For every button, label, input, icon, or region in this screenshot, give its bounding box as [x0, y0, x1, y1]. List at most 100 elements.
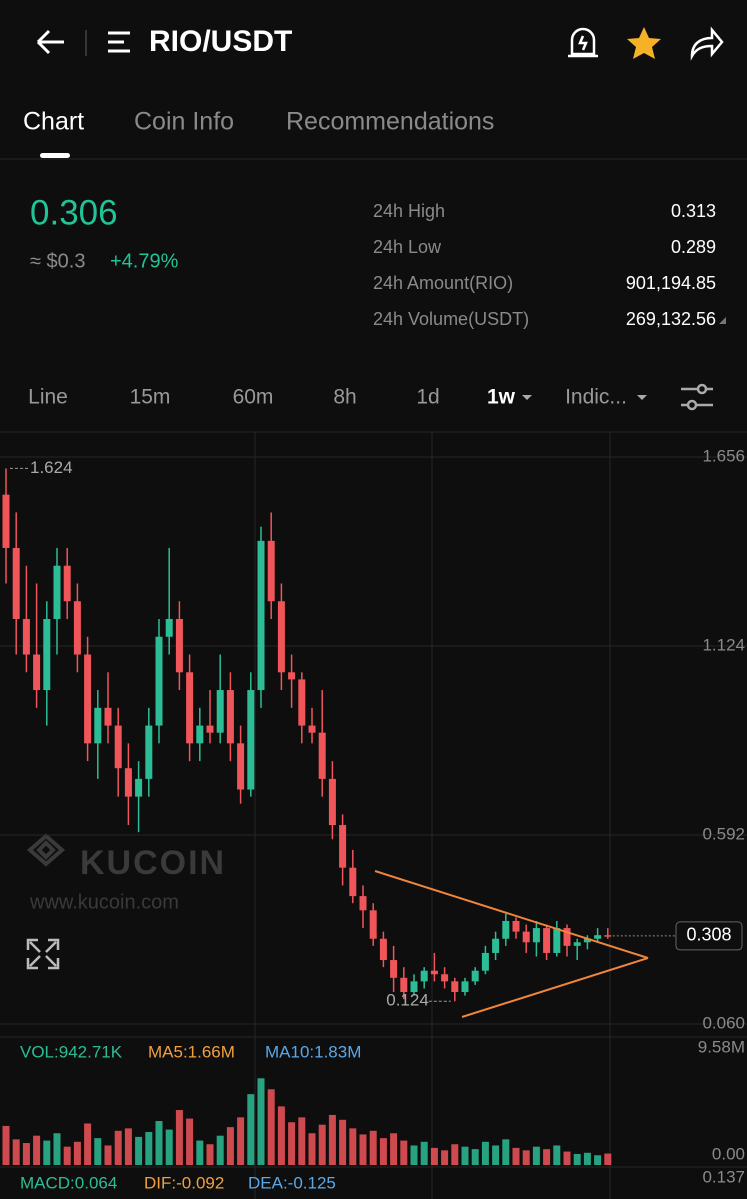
candle-body	[155, 636, 163, 726]
volume-bar	[206, 1144, 214, 1165]
interval[interactable]: 8h	[333, 386, 356, 409]
volume-bar	[145, 1132, 153, 1165]
volume-bar	[318, 1124, 326, 1165]
volume-bar	[277, 1106, 285, 1165]
stat-value: 0.289	[671, 237, 716, 257]
menu-button[interactable]	[108, 31, 130, 53]
fullscreen-button[interactable]	[26, 938, 60, 970]
candle-body	[298, 679, 306, 726]
volume-bar	[604, 1153, 612, 1165]
volume-bar	[43, 1140, 51, 1165]
price-change: +4.79%	[110, 250, 179, 272]
candle-body	[43, 619, 51, 691]
volume-bar	[400, 1140, 408, 1165]
candle-body	[237, 743, 245, 790]
share-button[interactable]	[690, 26, 724, 61]
volume-bar	[492, 1145, 500, 1165]
candle-body	[135, 778, 143, 797]
volume-tick-label: 0.00	[712, 1144, 745, 1163]
candle-body	[267, 540, 275, 602]
candle-body	[349, 867, 357, 897]
candle-body	[94, 707, 102, 744]
volume-bar	[339, 1119, 347, 1165]
stat-value: 269,132.56	[626, 309, 716, 329]
candle-body	[114, 725, 122, 769]
candle-body	[532, 928, 540, 943]
candle-body	[73, 601, 81, 655]
candle-body	[481, 952, 489, 971]
macd-label: DIF:-0.092	[144, 1173, 224, 1192]
tab-indicator	[40, 153, 70, 158]
volume-bar	[543, 1149, 551, 1165]
candle-body	[369, 910, 377, 939]
volume-bar	[594, 1155, 602, 1165]
tab[interactable]: Chart	[23, 108, 84, 136]
candle-body	[400, 977, 408, 993]
candle-body	[53, 565, 61, 619]
volume-bar	[226, 1127, 234, 1165]
volume-bar	[237, 1117, 245, 1165]
volume-bar	[84, 1123, 92, 1165]
interval[interactable]: Line	[28, 386, 68, 409]
candle-body	[165, 619, 173, 637]
candle-body	[471, 970, 479, 982]
candle-body	[318, 732, 326, 779]
candle-body	[277, 601, 285, 673]
volume-bar	[104, 1145, 112, 1165]
y-tick-label: 0.060	[702, 1013, 745, 1032]
vertical-grid	[0, 432, 747, 1199]
volume-bar	[257, 1078, 265, 1165]
interval[interactable]: 15m	[130, 386, 171, 409]
candle-body	[196, 725, 204, 744]
interval[interactable]: Indic...	[565, 386, 627, 409]
stat-label: 24h Volume(USDT)	[373, 309, 529, 329]
volume-bar	[563, 1151, 571, 1165]
back-button[interactable]	[36, 29, 64, 55]
settings-knob	[686, 399, 698, 411]
volume-bar	[22, 1143, 30, 1165]
candle-body	[522, 931, 530, 943]
tab[interactable]: Recommendations	[286, 108, 494, 136]
volume-bar	[471, 1149, 479, 1165]
volume-bar	[135, 1136, 143, 1165]
candle-body	[145, 725, 153, 779]
volume-bar	[502, 1139, 510, 1165]
volume-bar	[247, 1094, 255, 1165]
stat-label: 24h Low	[373, 237, 442, 257]
watermark-brand: KUCOIN	[80, 844, 226, 882]
alert-button[interactable]	[568, 27, 598, 58]
interval[interactable]: 60m	[233, 386, 274, 409]
favorite-button[interactable]	[627, 27, 661, 59]
volume-bar	[155, 1121, 163, 1165]
candle-body	[379, 938, 387, 961]
volume-bar	[196, 1140, 204, 1165]
candle-body	[359, 896, 367, 911]
volume-bar	[441, 1150, 449, 1165]
volume-bar	[63, 1146, 71, 1165]
candle-body	[583, 938, 591, 943]
tab[interactable]: Coin Info	[134, 108, 234, 136]
y-tick-label: 1.656	[702, 446, 745, 465]
volume-bar	[308, 1133, 316, 1165]
volume-bar	[481, 1141, 489, 1165]
candle-body	[216, 690, 224, 733]
last-price-box	[675, 921, 743, 951]
candle-body	[594, 935, 602, 939]
candle-body	[124, 768, 132, 797]
candle-body	[390, 960, 398, 978]
candle-body	[22, 619, 30, 655]
volume-bar	[451, 1144, 459, 1165]
candle-body	[206, 725, 214, 733]
volume-bar	[512, 1147, 520, 1165]
settings-knob	[696, 383, 708, 395]
macd-label: MACD:0.064	[20, 1173, 117, 1192]
volume-bar	[73, 1141, 81, 1165]
volume-bar	[216, 1135, 224, 1165]
interval[interactable]: 1w	[487, 386, 516, 409]
interval[interactable]: 1d	[416, 386, 439, 409]
candle-body	[420, 970, 428, 982]
candle-body	[288, 672, 296, 680]
